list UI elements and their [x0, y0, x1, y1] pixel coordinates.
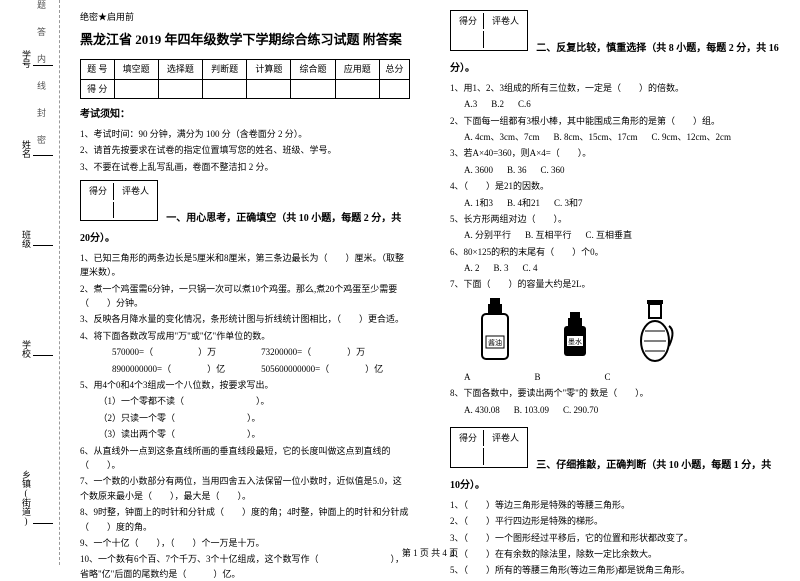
- q1-5: 5、用4个0和4个3组成一个八位数，按要求写出。: [80, 378, 410, 392]
- section1-title: 一、用心思考，正确填空（共 10 小题，每题 2 分，共: [166, 213, 401, 224]
- secret-label: 绝密★启用前: [80, 10, 410, 24]
- score-table: 题 号填空题选择题判断题计算题综合题应用题总分 得 分: [80, 59, 410, 99]
- score-mini-box-3: 得分评卷人: [450, 427, 528, 468]
- exam-title: 黑龙江省 2019 年四年级数学下学期综合练习试题 附答案: [80, 30, 410, 51]
- column-left: 绝密★启用前 黑龙江省 2019 年四年级数学下学期综合练习试题 附答案 题 号…: [80, 10, 410, 540]
- section1-title-b: 20分）。: [80, 231, 410, 247]
- q1-8: 8、9时整，钟面上的时针和分针成（ ）度的角；4时整，钟面上的时针和分针成（ ）…: [80, 505, 410, 534]
- q1-1: 1、已知三角形的两条边长是5厘米和8厘米，第三条边最长为（ ）厘米。（取整厘米数…: [80, 251, 410, 280]
- notice-heading: 考试须知：: [80, 107, 410, 123]
- score-mini-box: 得分评卷人: [80, 180, 158, 221]
- column-right: 得分评卷人 二、反复比较，慎重选择（共 8 小题，每题 2 分，共 16 分）。…: [450, 10, 780, 540]
- bottle-ink-icon: 墨水: [550, 296, 600, 366]
- q3-5: 5、（ ）所有的等腰三角形(等边三角形)都是锐角三角形。: [450, 563, 780, 577]
- field-student-id: 学号: [20, 50, 59, 70]
- section2-title: 二、反复比较，慎重选择（共 8 小题，每题 2 分，共 16: [536, 43, 779, 54]
- q3-1: 1、（ ）等边三角形是特殊的等腰三角形。: [450, 498, 780, 512]
- svg-text:酱油: 酱油: [488, 338, 502, 347]
- q2-6: 6、80×125的积的末尾有（ ）个0。: [450, 245, 780, 259]
- q3-3: 3、（ ）一个图形经过平移后，它的位置和形状都改变了。: [450, 531, 780, 545]
- bottle-soy-icon: 酱油: [470, 296, 520, 366]
- q3-2: 2、（ ）平行四边形是特殊的梯形。: [450, 514, 780, 528]
- q2-2: 2、下面每一组都有3根小棒，其中能围成三角形的是第（ ）组。: [450, 114, 780, 128]
- field-school: 学校: [20, 340, 59, 360]
- svg-text:墨水: 墨水: [568, 337, 582, 346]
- score-mini-box-2: 得分评卷人: [450, 10, 528, 51]
- page-footer: 第 1 页 共 4 页: [60, 546, 800, 559]
- field-township: 乡镇(街道): [20, 470, 59, 528]
- q2-7: 7、下面（ ）的容量大约是2L。: [450, 277, 780, 291]
- q2-3: 3、若A×40=360，则A×4=（ ）。: [450, 146, 780, 160]
- q2-8: 8、下面各数中，要读出两个"零"的 数是（ ）。: [450, 386, 780, 400]
- bottle-thermos-icon: [630, 296, 680, 366]
- q2-5: 5、长方形两组对边（ ）。: [450, 212, 780, 226]
- field-name: 姓名: [20, 140, 59, 160]
- q1-7: 7、一个数的小数部分有两位，当用四舍五入法保留一位小数时，近似值是5.0，这个数…: [80, 474, 410, 503]
- section3-title-b: 10分）。: [450, 478, 780, 494]
- bottle-row: 酱油 墨水: [450, 296, 780, 366]
- q2-1: 1、用1、2、3组成的所有三位数，一定是（ ）的倍数。: [450, 81, 780, 95]
- q1-4: 4、将下面各数改写成用"万"或"亿"作单位的数。: [80, 329, 410, 343]
- q1-3: 3、反映各月降水量的变化情况，条形统计图与折线统计图相比，（ ）更合适。: [80, 312, 410, 326]
- notice-list: 1、考试时间：90 分钟，满分为 100 分（含卷面分 2 分）。 2、请首先按…: [80, 127, 410, 174]
- q1-2: 2、煮一个鸡蛋需6分钟，一只锅一次可以煮10个鸡蛋。那么,煮20个鸡蛋至少需要（…: [80, 282, 410, 311]
- binding-gutter: 题答内线封密 学号 姓名 班级 学校 乡镇(街道): [0, 0, 60, 565]
- section2-title-b: 分）。: [450, 61, 780, 77]
- q1-6: 6、从直线外一点到这条直线所画的垂直线段最短，它的长度叫做这点到直线的（ ）。: [80, 444, 410, 473]
- q2-4: 4、（ ）是21的因数。: [450, 179, 780, 193]
- section3-title: 三、仔细推敲，正确判断（共 10 小题，每题 1 分，共: [536, 460, 771, 471]
- field-class: 班级: [20, 230, 59, 250]
